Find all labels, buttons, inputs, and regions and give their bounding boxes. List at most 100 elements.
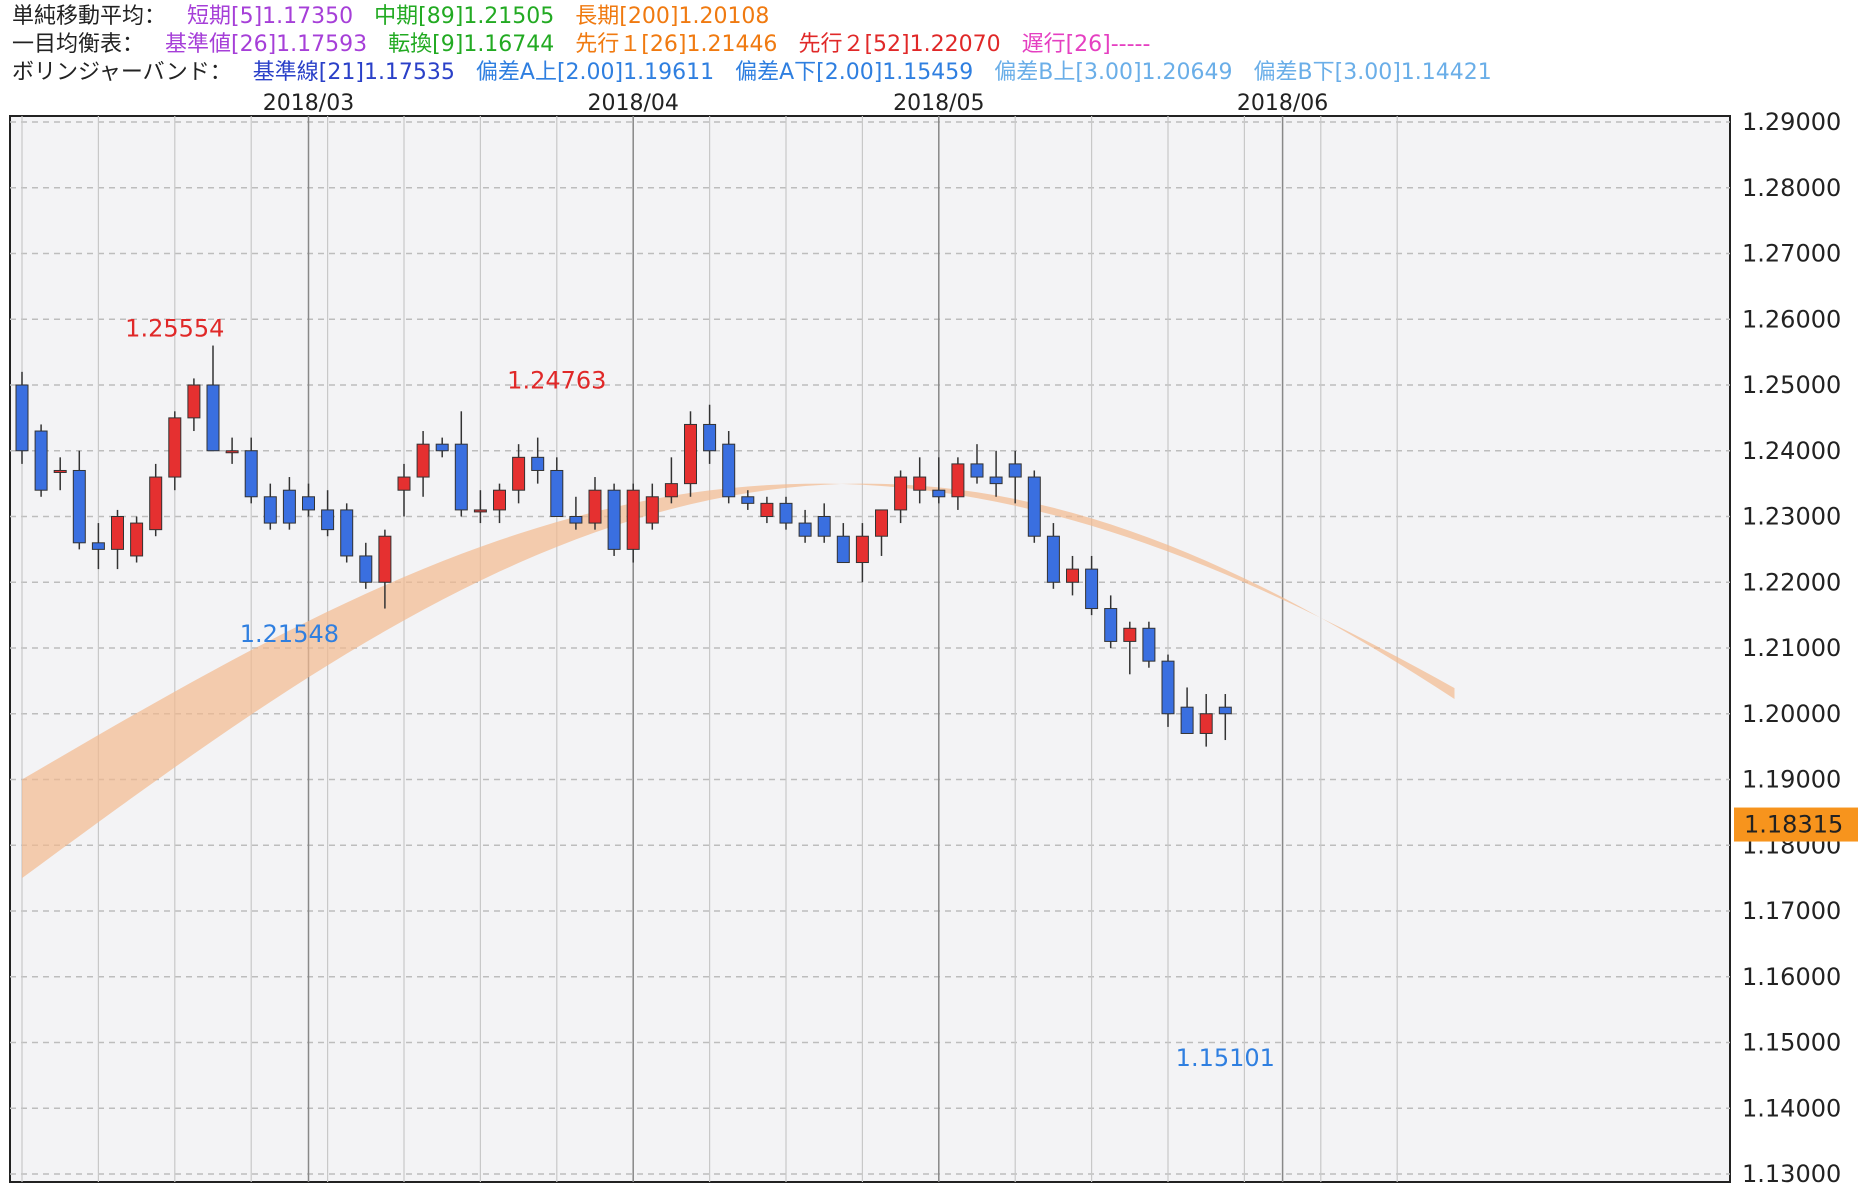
candle [684, 411, 697, 497]
y-tick-label: 1.21000 [1742, 634, 1841, 662]
candle [760, 496, 774, 524]
candle [512, 444, 526, 504]
legend-ichimoku-kijun: 基準値[26]1.17593 [165, 32, 368, 57]
candle-body [760, 502, 774, 518]
y-tick-label: 1.29000 [1742, 108, 1841, 136]
candle-body [493, 489, 506, 511]
candle-body [91, 542, 105, 550]
y-tick-label: 1.27000 [1742, 240, 1841, 268]
candle-body [206, 384, 220, 452]
candle-body [722, 443, 736, 498]
candle [493, 483, 506, 524]
candle [168, 411, 182, 491]
candle-body [1218, 706, 1232, 715]
candle-body [359, 555, 373, 583]
candle [569, 496, 583, 530]
legend-ichimoku: 一目均衡表： 基準値[26]1.17593 転換[9]1.16744 先行１[2… [12, 32, 1164, 58]
candle-body [168, 417, 182, 478]
x-tick-label: 2018/06 [1237, 91, 1328, 116]
candle [91, 523, 105, 570]
legend-sma-short: 短期[5]1.17350 [187, 4, 354, 29]
candle [435, 437, 449, 458]
candle [531, 437, 545, 484]
candle [130, 516, 144, 563]
candle-body [1180, 706, 1194, 734]
candle [645, 483, 659, 530]
candle [875, 509, 888, 556]
candle [1142, 621, 1156, 668]
candle-body [435, 443, 449, 452]
y-tick-label: 1.14000 [1742, 1094, 1841, 1122]
y-tick-label: 1.20000 [1742, 700, 1841, 728]
candle-body [684, 423, 697, 485]
candle [416, 431, 430, 497]
legend-sma-label: 単純移動平均： [12, 4, 167, 29]
legend-bollinger-mid: 基準線[21]1.17535 [252, 60, 455, 85]
candle [321, 490, 335, 537]
candle-body [378, 535, 392, 583]
y-tick-label: 1.17000 [1742, 897, 1841, 925]
legend-sma-long: 長期[200]1.20108 [575, 4, 770, 29]
candle-body [607, 489, 621, 550]
candle-body [1142, 627, 1156, 662]
candle [1046, 523, 1060, 589]
candle-body [588, 489, 602, 524]
candle-body [645, 496, 659, 524]
candle-body [1085, 568, 1099, 610]
legend-sma-mid: 中期[89]1.21505 [374, 4, 555, 29]
x-tick-label: 2018/05 [893, 91, 984, 116]
candle-body [913, 476, 927, 491]
candle [53, 457, 67, 491]
candle-body [244, 450, 258, 498]
candle-body [512, 456, 526, 491]
candle-body [1161, 660, 1175, 715]
legend-sma: 単純移動平均： 短期[5]1.17350 中期[89]1.21505 長期[20… [12, 4, 783, 30]
candle [244, 437, 258, 504]
y-tick-label: 1.24000 [1742, 437, 1841, 465]
candle [1066, 555, 1079, 596]
legend-bollinger-up2: 偏差A上[2.00]1.19611 [475, 60, 715, 85]
candle-body [875, 509, 888, 537]
candle [72, 450, 86, 550]
candle [378, 529, 392, 609]
candle [607, 483, 621, 556]
candle-body [15, 384, 29, 452]
price-badge-text: 1.18315 [1744, 811, 1843, 839]
candle-body [321, 509, 335, 531]
legend-ichimoku-tenkan: 転換[9]1.16744 [388, 32, 555, 57]
candle-body [149, 476, 163, 531]
candle [1008, 450, 1022, 504]
candle-body [454, 443, 468, 511]
candle-body [836, 535, 850, 564]
candle [798, 509, 812, 543]
candle [302, 483, 315, 517]
candle [1218, 694, 1232, 741]
price-annotation: 1.21548 [240, 620, 339, 648]
candle [1161, 654, 1175, 727]
candle [397, 463, 411, 517]
candle-body [569, 516, 583, 524]
candle-body [1008, 463, 1022, 478]
candle-body [1199, 713, 1213, 734]
candle [588, 477, 602, 530]
candle-body [225, 450, 239, 454]
candle-body [664, 483, 678, 498]
candle [473, 490, 487, 524]
legend-bollinger-down3: 偏差B下[3.00]1.14421 [1253, 60, 1492, 85]
y-tick-label: 1.26000 [1742, 305, 1841, 333]
price-annotation: 1.15101 [1176, 1044, 1275, 1072]
candle [1104, 595, 1118, 648]
candle-body [111, 516, 124, 550]
candle [206, 345, 220, 452]
candle [1123, 621, 1137, 675]
candle-body [263, 496, 277, 524]
candle-body [1027, 476, 1041, 537]
price-annotation: 1.25554 [125, 315, 224, 343]
candle-body [397, 476, 411, 491]
y-tick-label: 1.16000 [1742, 963, 1841, 991]
candle-body [531, 456, 545, 471]
candle [951, 457, 965, 510]
price-annotation: 1.24763 [507, 367, 606, 395]
y-tick-label: 1.23000 [1742, 503, 1841, 531]
candle [836, 523, 850, 564]
